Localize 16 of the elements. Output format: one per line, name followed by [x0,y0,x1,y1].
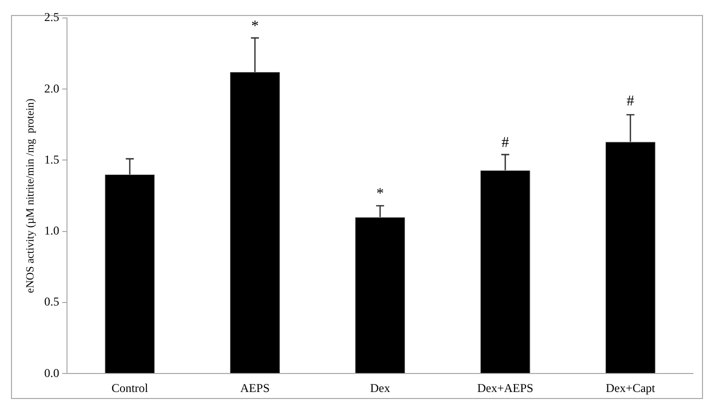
y-tick-label: 0.5 [44,294,60,309]
annotation: # [502,134,510,151]
y-tick-label: 2.5 [44,10,60,24]
y-tick-label: 0.0 [44,366,60,380]
x-tick-label: Dex [370,380,390,395]
x-tick-label: Dex+Capt [606,380,656,395]
annotation: * [376,186,384,202]
annotation: # [626,94,635,110]
y-tick-label: 2.0 [44,81,60,96]
x-tick-label: AEPS [240,380,270,395]
y-axis-title: eNOS activity (µM nitrite/min /mg protein) [24,98,36,294]
y-tick-label: 1.5 [44,152,60,166]
x-tick-label: Control [111,380,149,395]
y-tick-label: 1.0 [44,224,60,238]
x-tick-label: Dex+AEPS [477,380,534,395]
annotation: * [251,18,259,34]
